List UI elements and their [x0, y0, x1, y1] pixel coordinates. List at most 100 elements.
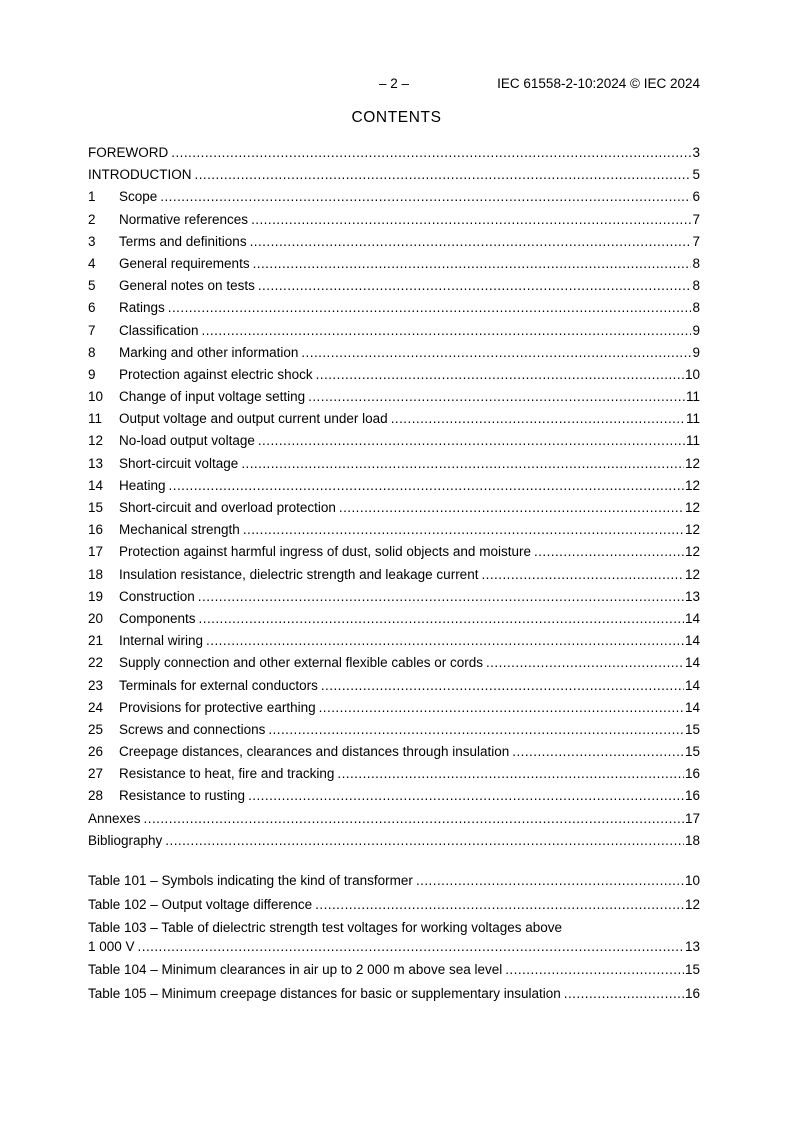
toc-entry[interactable]: Annexes 17: [88, 808, 700, 830]
toc-entry[interactable]: 7 Classification 9: [88, 320, 700, 342]
toc-entry-title: General requirements: [119, 255, 250, 271]
toc-entry[interactable]: 3 Terms and definitions 7: [88, 231, 700, 253]
toc-entry[interactable]: 22 Supply connection and other external …: [88, 652, 700, 674]
toc-page-number: 11: [685, 411, 700, 427]
toc-entry-title: Protection against harmful ingress of du…: [119, 544, 531, 560]
toc-entry-number: 14: [88, 477, 104, 493]
toc-dot-leader: [138, 938, 684, 957]
toc-entry-title: Scope: [119, 189, 158, 205]
toc-entry-title: INTRODUCTION: [88, 167, 192, 183]
toc-dot-leader: [512, 741, 684, 763]
toc-dot-leader: [195, 164, 692, 186]
toc-entry-number: 18: [88, 566, 104, 582]
toc-dot-leader: [243, 519, 684, 541]
toc-entry-number: 22: [88, 655, 104, 671]
toc-entry-number: 21: [88, 633, 104, 649]
toc-entry-number: 8: [88, 344, 96, 360]
toc-page-number: 12: [684, 477, 700, 493]
toc-entry[interactable]: Table 102 – Output voltage difference 12: [88, 893, 700, 917]
toc-dot-leader: [339, 497, 684, 519]
toc-table-list: Table 101 – Symbols indicating the kind …: [88, 869, 700, 1005]
toc-entry-number: 23: [88, 677, 104, 693]
toc-entry-title: 1 000 V: [88, 938, 135, 954]
toc-dot-leader: [337, 763, 684, 785]
toc-dot-leader: [199, 608, 684, 630]
toc-entry[interactable]: 15 Short-circuit and overload protection…: [88, 497, 700, 519]
toc-dot-leader: [534, 541, 684, 563]
toc-entry[interactable]: 12 No-load output voltage 11: [88, 430, 700, 452]
toc-entry[interactable]: Bibliography 18: [88, 830, 700, 852]
toc-dot-leader: [416, 869, 684, 893]
toc-page-number: 12: [684, 896, 700, 912]
toc-entry[interactable]: 23 Terminals for external conductors 14: [88, 675, 700, 697]
toc-entry-title: Resistance to rusting: [119, 788, 246, 804]
page-number-label: – 2 –: [378, 76, 410, 91]
toc-page-number: 14: [684, 610, 700, 626]
toc-entry-number: 24: [88, 699, 104, 715]
toc-entry-title: FOREWORD: [88, 145, 169, 160]
toc-dot-leader: [391, 408, 685, 430]
toc-entry[interactable]: 20 Components 14: [88, 608, 700, 630]
toc-entry[interactable]: 19 Construction 13: [88, 586, 700, 608]
toc-dot-leader: [202, 320, 692, 342]
toc-page-number: 8: [692, 300, 700, 316]
toc-entry[interactable]: INTRODUCTION 5: [88, 164, 700, 186]
toc-entry[interactable]: 26 Creepage distances, clearances and di…: [88, 741, 700, 763]
toc-entry[interactable]: 8 Marking and other information 9: [88, 342, 700, 364]
toc-entry[interactable]: 11 Output voltage and output current und…: [88, 408, 700, 430]
toc-page-number: 15: [684, 721, 700, 737]
toc-entry[interactable]: 16 Mechanical strength 12: [88, 519, 700, 541]
toc-dot-leader: [308, 386, 685, 408]
toc-page-number: 3: [692, 145, 700, 160]
toc-entry-number: 10: [88, 389, 104, 405]
toc-page-number: 14: [684, 633, 700, 649]
toc-entry-title: Table 101 – Symbols indicating the kind …: [88, 873, 413, 888]
toc-entry-title: Internal wiring: [119, 633, 204, 649]
document-reference: IEC 61558-2-10:2024 © IEC 2024: [497, 76, 700, 91]
toc-entry[interactable]: 21 Internal wiring 14: [88, 630, 700, 652]
toc-entry[interactable]: 1 Scope 6: [88, 186, 700, 208]
toc-entry[interactable]: 4 General requirements 8: [88, 253, 700, 275]
toc-entry[interactable]: 27 Resistance to heat, fire and tracking…: [88, 763, 700, 785]
toc-entry[interactable]: Table 104 – Minimum clearances in air up…: [88, 958, 700, 982]
toc-entry[interactable]: 24 Provisions for protective earthing 14: [88, 697, 700, 719]
toc-entry-title: Marking and other information: [119, 344, 299, 360]
toc-entry[interactable]: 25 Screws and connections 15: [88, 719, 700, 741]
toc-page-number: 13: [684, 588, 700, 604]
toc-entry-title: Normative references: [119, 211, 249, 227]
toc-entry[interactable]: Table 105 – Minimum creepage distances f…: [88, 982, 700, 1006]
toc-entry-title: Supply connection and other external fle…: [119, 655, 483, 671]
toc-entry[interactable]: 9 Protection against electric shock 10: [88, 364, 700, 386]
toc-entry-wrapped[interactable]: Table 103 – Table of dielectric strength…: [88, 916, 700, 958]
toc-entry[interactable]: Table 101 – Symbols indicating the kind …: [88, 869, 700, 893]
toc-entry-title: Screws and connections: [119, 721, 266, 737]
toc-dot-leader: [169, 475, 684, 497]
toc-entry[interactable]: 18 Insulation resistance, dielectric str…: [88, 564, 700, 586]
toc-entry[interactable]: Table 103 – Table of dielectric strength…: [88, 919, 700, 938]
toc-page-number: 7: [692, 211, 700, 227]
toc-entry-number: 25: [88, 721, 104, 737]
toc-entry[interactable]: 10 Change of input voltage setting 11: [88, 386, 700, 408]
toc-entry-number: 12: [88, 433, 104, 449]
toc-entry[interactable]: 1 000 V 13: [88, 938, 700, 957]
toc-page-number: 7: [692, 233, 700, 249]
toc-dot-leader: [564, 982, 684, 1006]
toc-page-number: 14: [684, 677, 700, 693]
toc-entry-number: 16: [88, 522, 104, 538]
toc-dot-leader: [165, 830, 684, 852]
toc-entry[interactable]: 28 Resistance to rusting 16: [88, 785, 700, 807]
toc-entry[interactable]: FOREWORD 3: [88, 142, 700, 164]
toc-entry[interactable]: 2 Normative references 7: [88, 209, 700, 231]
toc-entry-title: Resistance to heat, fire and tracking: [119, 766, 335, 782]
toc-entry-number: 26: [88, 744, 104, 760]
toc-entry[interactable]: 14 Heating 12: [88, 475, 700, 497]
toc-page-number: 8: [692, 278, 700, 294]
toc-entry[interactable]: 17 Protection against harmful ingress of…: [88, 541, 700, 563]
toc-entry[interactable]: 13 Short-circuit voltage 12: [88, 453, 700, 475]
toc-entry[interactable]: 6 Ratings 8: [88, 297, 700, 319]
toc-page-number: 17: [684, 810, 700, 826]
toc-dot-leader: [486, 652, 684, 674]
contents-title: CONTENTS: [351, 109, 442, 126]
toc-entry[interactable]: 5 General notes on tests 8: [88, 275, 700, 297]
